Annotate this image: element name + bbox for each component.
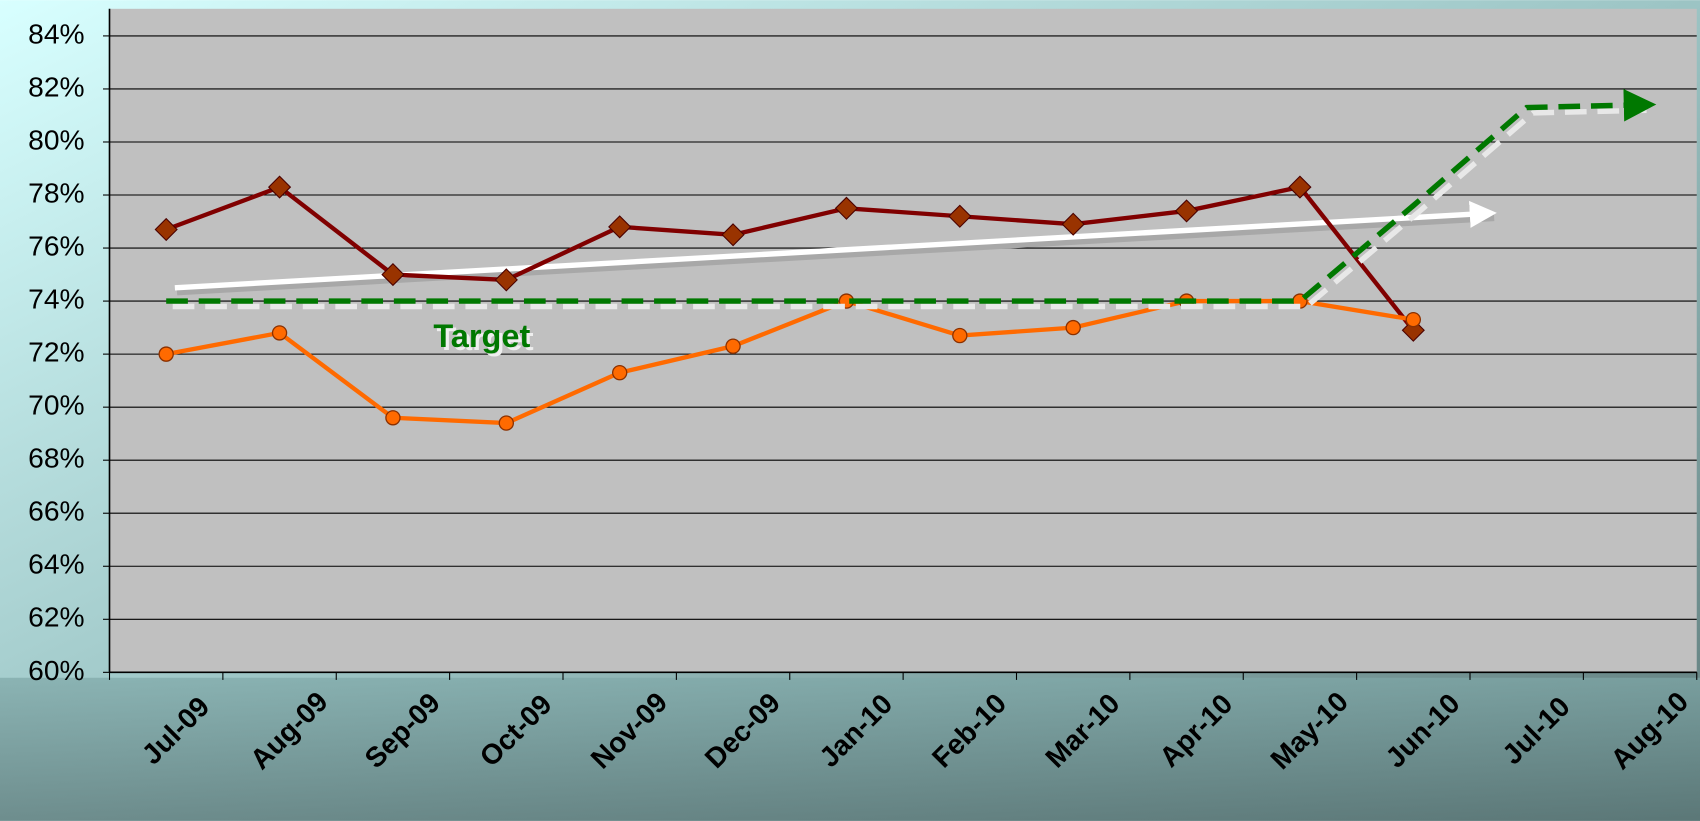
marker <box>608 215 632 239</box>
marker <box>1174 199 1199 223</box>
marker <box>1061 212 1085 236</box>
line-shadow <box>172 107 1647 310</box>
marker <box>271 325 288 341</box>
marker <box>725 338 741 354</box>
marker <box>498 415 515 431</box>
marker <box>1405 311 1422 328</box>
y-tick-label: 62% <box>28 601 84 633</box>
marker <box>158 346 174 362</box>
y-tick-label: 68% <box>28 442 84 474</box>
y-tick-label: 80% <box>28 123 84 155</box>
series-line <box>166 88 1657 304</box>
marker <box>381 262 405 287</box>
marker <box>1288 175 1312 199</box>
marker <box>1065 319 1081 336</box>
series-line <box>165 184 1416 332</box>
marker <box>267 175 292 199</box>
marker <box>834 196 859 220</box>
y-tick-label: 78% <box>28 176 84 208</box>
plot-area <box>109 8 1697 673</box>
y-tick-label: 70% <box>28 389 84 421</box>
y-tick-label: 82% <box>28 70 84 102</box>
y-tick-label: 74% <box>28 283 84 315</box>
marker <box>952 327 968 344</box>
y-tick-label: 72% <box>28 336 84 368</box>
marker <box>948 204 972 228</box>
y-tick-label: 66% <box>28 495 84 527</box>
series-line <box>165 298 1414 426</box>
y-tick-label: 64% <box>28 548 84 580</box>
y-tick-label: 76% <box>28 229 84 261</box>
background-band <box>0 677 1700 821</box>
annotation: Target <box>433 318 530 354</box>
marker <box>154 217 178 242</box>
annotation-shadow: Target <box>437 321 534 357</box>
y-tick-label: 60% <box>28 654 84 686</box>
marker <box>385 410 401 426</box>
marker <box>611 364 628 381</box>
marker <box>721 223 745 247</box>
y-tick-label: 84% <box>28 17 84 49</box>
marker <box>494 268 518 292</box>
